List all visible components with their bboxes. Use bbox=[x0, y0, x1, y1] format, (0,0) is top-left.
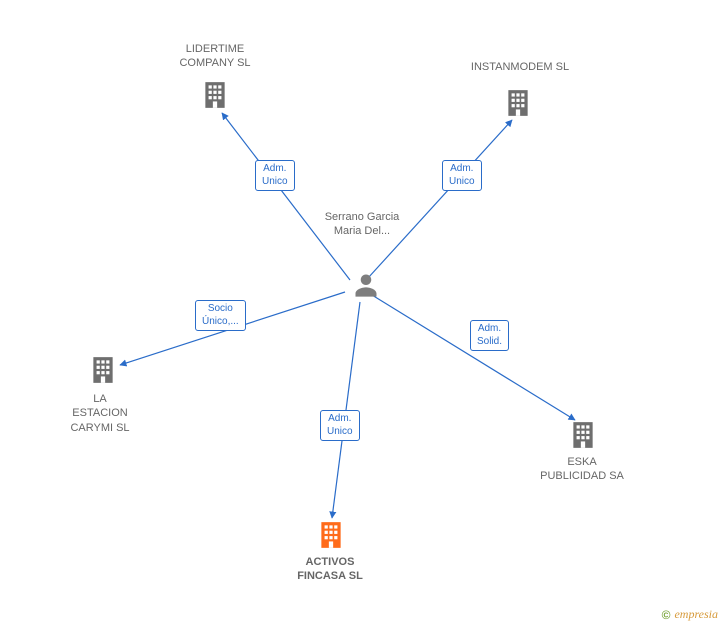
edge-label: Adm. Solid. bbox=[470, 320, 509, 351]
building-icon bbox=[505, 88, 531, 118]
node-label: LA ESTACION CARYMI SL bbox=[55, 392, 145, 435]
edges-layer bbox=[0, 0, 728, 630]
node-label: INSTANMODEM SL bbox=[440, 60, 600, 74]
node-label: ACTIVOS FINCASA SL bbox=[270, 555, 390, 584]
center-node-label: Serrano Garcia Maria Del... bbox=[322, 210, 402, 239]
edge-label: Adm. Unico bbox=[255, 160, 295, 191]
edge-label: Adm. Unico bbox=[320, 410, 360, 441]
building-icon bbox=[90, 355, 116, 385]
node-label: ESKA PUBLICIDAD SA bbox=[522, 455, 642, 484]
edge-label: Adm. Unico bbox=[442, 160, 482, 191]
node-label: LIDERTIME COMPANY SL bbox=[160, 42, 270, 71]
brand-name: empresia bbox=[674, 607, 718, 622]
network-diagram: Serrano Garcia Maria Del... LIDERTIME CO… bbox=[0, 0, 728, 630]
edge-label: Socio Único,... bbox=[195, 300, 246, 331]
footer-credit: © empresia bbox=[662, 607, 718, 622]
building-icon bbox=[202, 80, 228, 110]
person-icon bbox=[352, 270, 380, 300]
building-icon bbox=[570, 420, 596, 450]
copyright-symbol: © bbox=[662, 608, 671, 622]
building-icon bbox=[318, 520, 344, 550]
